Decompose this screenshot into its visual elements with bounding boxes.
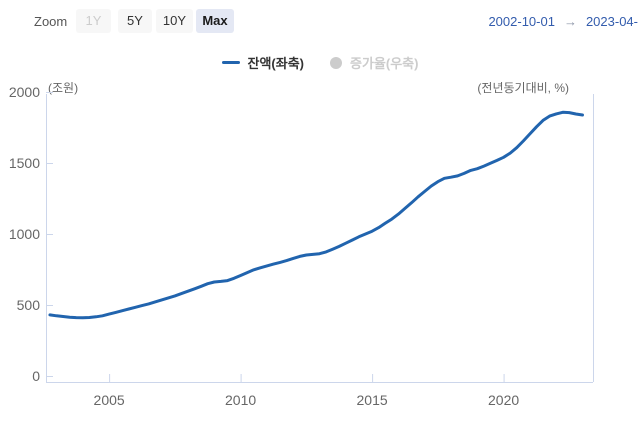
legend: 잔액(좌축) 증가율(우축) xyxy=(0,53,640,72)
y-tick-label: 1500 xyxy=(8,155,40,171)
legend-balance-label: 잔액(좌축) xyxy=(247,56,305,71)
line-marker-icon xyxy=(221,61,240,64)
range-end-date[interactable]: 2023-04- xyxy=(585,14,638,29)
range-button-max[interactable]: Max xyxy=(196,9,234,33)
zoom-label: Zoom xyxy=(34,14,68,29)
y-tick-label: 500 xyxy=(16,297,40,313)
x-tick-label: 2010 xyxy=(225,392,257,408)
circle-marker-icon xyxy=(330,56,343,69)
x-tick-label: 2005 xyxy=(93,392,125,408)
y-tick-label: 2000 xyxy=(8,84,40,100)
range-button-10y[interactable]: 10Y xyxy=(156,9,193,33)
y-tick-label: 0 xyxy=(32,368,40,384)
right-axis-title: (전년동기대비, %) xyxy=(477,81,569,95)
series-balance-line xyxy=(48,110,584,320)
legend-growth-label: 증가율(우축) xyxy=(350,56,419,71)
x-tick-label: 2015 xyxy=(356,392,388,408)
range-arrow-icon: → xyxy=(563,14,577,29)
legend-item-growth-rate[interactable]: 증가율(우축) xyxy=(330,53,418,72)
range-button-5y[interactable]: 5Y xyxy=(118,9,152,33)
left-axis-title: (조원) xyxy=(48,81,79,95)
x-tick-label: 2020 xyxy=(488,392,520,408)
legend-item-balance[interactable]: 잔액(좌축) xyxy=(221,53,305,72)
range-button-1y[interactable]: 1Y xyxy=(76,9,111,33)
date-range: 2002-10-01 → 2023-04- xyxy=(488,14,638,29)
y-tick-label: 1000 xyxy=(8,226,40,242)
range-start-date[interactable]: 2002-10-01 xyxy=(488,14,555,29)
